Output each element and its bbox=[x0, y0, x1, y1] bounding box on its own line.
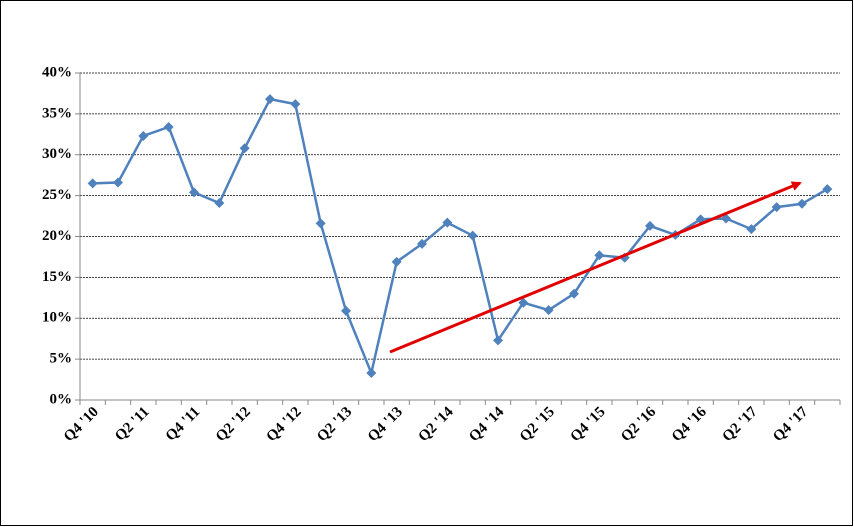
data-point bbox=[797, 198, 807, 209]
data-point bbox=[113, 177, 123, 188]
data-point bbox=[569, 288, 579, 299]
data-point bbox=[746, 224, 757, 235]
data-point bbox=[163, 121, 174, 132]
data-point bbox=[341, 305, 351, 316]
y-tick-label: 15% bbox=[42, 269, 72, 285]
data-point bbox=[645, 220, 655, 231]
data-point bbox=[290, 99, 301, 110]
data-point bbox=[138, 130, 149, 141]
data-point bbox=[366, 368, 377, 379]
data-point bbox=[239, 143, 250, 154]
data-point bbox=[493, 335, 503, 346]
data-point bbox=[265, 94, 275, 105]
data-point bbox=[467, 230, 478, 241]
y-tick-label: 40% bbox=[42, 64, 72, 80]
data-point bbox=[214, 197, 225, 208]
trend-arrow bbox=[389, 181, 802, 354]
data-point bbox=[543, 305, 554, 316]
data-point bbox=[417, 238, 427, 249]
y-tick-label: 35% bbox=[42, 105, 72, 121]
data-point bbox=[594, 250, 605, 261]
y-tick-label: 0% bbox=[50, 391, 73, 407]
data-point bbox=[442, 217, 453, 228]
plot bbox=[87, 94, 833, 379]
data-point bbox=[518, 297, 529, 308]
data-point bbox=[391, 256, 402, 267]
y-tick-label: 10% bbox=[42, 310, 72, 326]
data-point bbox=[771, 202, 782, 213]
data-point bbox=[189, 187, 199, 198]
y-tick-label: 20% bbox=[42, 228, 72, 244]
data-point bbox=[822, 184, 833, 195]
data-point bbox=[315, 218, 326, 229]
data-point bbox=[87, 178, 98, 189]
y-tick-label: 25% bbox=[42, 187, 72, 203]
y-tick-label: 30% bbox=[42, 146, 72, 162]
y-tick-label: 5% bbox=[50, 351, 73, 367]
